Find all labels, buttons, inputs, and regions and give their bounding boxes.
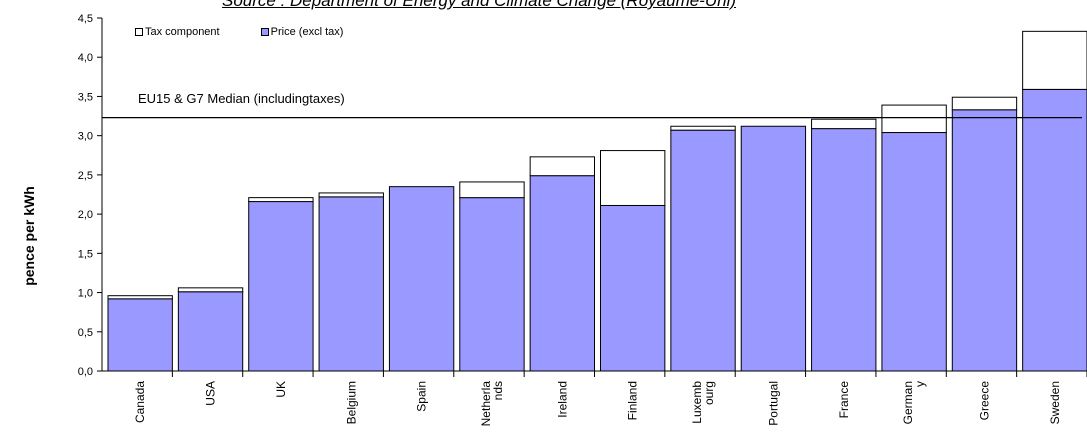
x-tick-label-line: ourg [702, 381, 716, 405]
bar-price-3 [318, 196, 384, 372]
bar-tax-12 [951, 96, 1018, 111]
bar-price-5 [459, 197, 525, 372]
x-tick-label-line: German [901, 381, 915, 424]
bar-price-4 [388, 186, 455, 372]
x-tick-label: Germany [901, 381, 927, 424]
bar-tax-3 [318, 192, 384, 198]
x-tick-label: Portugal [766, 381, 780, 426]
bar-price-10 [811, 128, 877, 372]
bar-price-2 [248, 201, 314, 372]
legend-swatch-tax [135, 28, 143, 37]
bar-price-7 [600, 204, 666, 372]
bar-tax-6 [529, 156, 596, 177]
x-tick-label-line: Ireland [555, 381, 569, 418]
bar-tax-1 [177, 287, 244, 293]
bar-price-13 [1022, 88, 1087, 372]
x-tick-label: Belgium [344, 381, 358, 424]
y-tick-label: 3,0 [78, 131, 93, 143]
x-tick-label: Sweden [1048, 381, 1062, 424]
bar-tax-5 [459, 181, 525, 199]
x-tick-label-line: UK [274, 381, 288, 398]
x-tick-label: Greece [977, 381, 991, 421]
y-tick-label: 4,0 [78, 52, 93, 64]
x-tick-label-line: Greece [977, 381, 991, 421]
bar-tax-7 [600, 150, 666, 206]
y-tick-label: 1,5 [78, 248, 93, 260]
bar-tax-0 [107, 295, 173, 300]
bar-price-12 [951, 109, 1018, 372]
legend-item-price: Price (excl tax) [260, 26, 344, 38]
y-tick-label: 3,5 [78, 91, 93, 103]
bar-price-6 [529, 175, 596, 372]
legend-label-price: Price (excl tax) [270, 26, 344, 38]
x-tick-label-line: Sweden [1048, 381, 1062, 424]
x-tick-label: Luxembourg [690, 381, 716, 424]
x-tick-label-line: Netherla [479, 381, 493, 427]
x-tick-label: Netherlands [479, 381, 505, 427]
x-tick-label-line: USA [204, 381, 218, 406]
legend-item-tax: Tax component [135, 26, 220, 38]
x-tick-label-line: Portugal [766, 381, 780, 426]
x-tick-label: Finland [626, 381, 640, 420]
bar-tax-2 [248, 197, 314, 203]
bar-tax-13 [1022, 30, 1087, 90]
x-tick-label-line: y [913, 381, 927, 387]
legend-label-tax: Tax component [145, 26, 220, 38]
y-tick-label: 0,0 [78, 366, 93, 378]
x-tick-label-line: nds [491, 381, 505, 400]
bar-price-9 [740, 125, 807, 372]
y-tick-label: 2,5 [78, 170, 93, 182]
bar-price-0 [107, 298, 173, 372]
legend: Tax component Price (excl tax) [135, 26, 381, 38]
bar-tax-10 [811, 118, 877, 130]
x-tick-label: Spain [415, 381, 429, 412]
legend-swatch-price [260, 28, 269, 37]
x-tick-label: Ireland [555, 381, 569, 418]
median-line-label: EU15 & G7 Median (includingtaxes) [138, 91, 345, 106]
x-tick-label: Canada [133, 381, 147, 423]
x-tick-label-line: Canada [133, 381, 147, 423]
x-tick-label-line: France [837, 381, 851, 419]
x-tick-label-line: Luxemb [690, 381, 704, 424]
bar-price-1 [177, 291, 244, 372]
y-tick-label: 2,0 [78, 209, 93, 221]
x-tick-label: UK [274, 381, 288, 398]
x-tick-label-line: Finland [626, 381, 640, 420]
bar-tax-11 [881, 104, 947, 134]
bar-tax-8 [670, 125, 736, 131]
x-tick-label: USA [204, 381, 218, 406]
x-tick-label-line: Belgium [344, 381, 358, 424]
x-tick-label-line: Spain [415, 381, 429, 412]
x-tick-label: France [837, 381, 851, 419]
chart-source: Source : Department of Energy and Climat… [222, 0, 737, 10]
bar-price-8 [670, 129, 736, 372]
bar-price-11 [881, 132, 947, 372]
y-tick-label: 0,5 [78, 327, 93, 339]
y-tick-label: 1,0 [78, 288, 93, 300]
y-tick-label: 4,5 [78, 13, 93, 25]
